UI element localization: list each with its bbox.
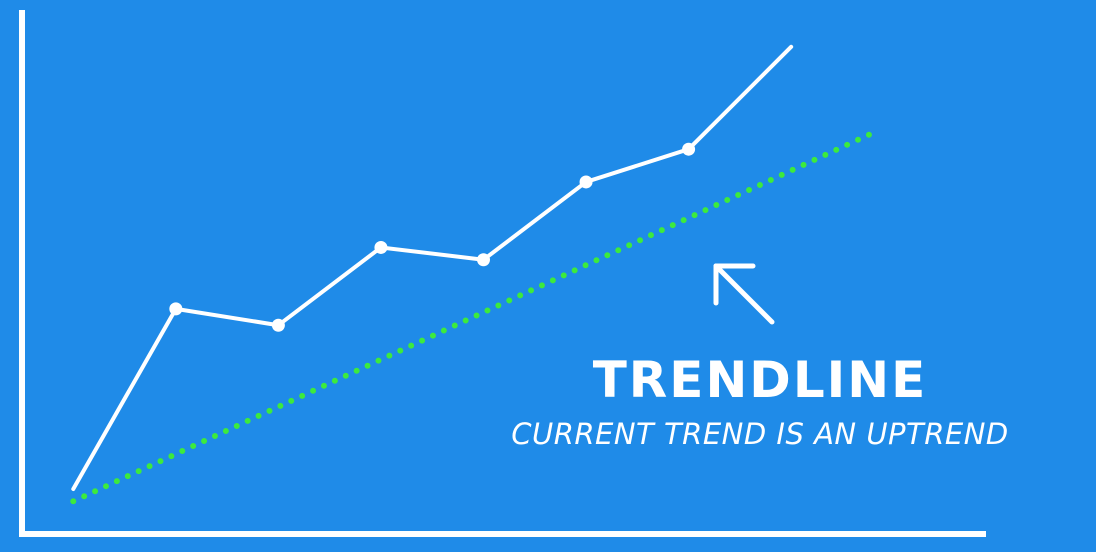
- series-layer: [71, 44, 794, 491]
- data-point: [682, 142, 696, 156]
- data-point: [271, 318, 285, 332]
- data-point: [169, 302, 183, 316]
- data-point: [374, 240, 388, 254]
- data-point: [579, 175, 593, 189]
- chart-title: TRENDLINE: [592, 351, 928, 409]
- trendline: [70, 129, 877, 505]
- arrow-up-left-icon: [713, 263, 775, 325]
- trendline-layer: [70, 129, 877, 505]
- series-line: [71, 44, 794, 491]
- data-point: [476, 253, 490, 267]
- axes: [19, 10, 986, 537]
- chart-subtitle: CURRENT TREND IS AN UPTREND: [511, 417, 1009, 451]
